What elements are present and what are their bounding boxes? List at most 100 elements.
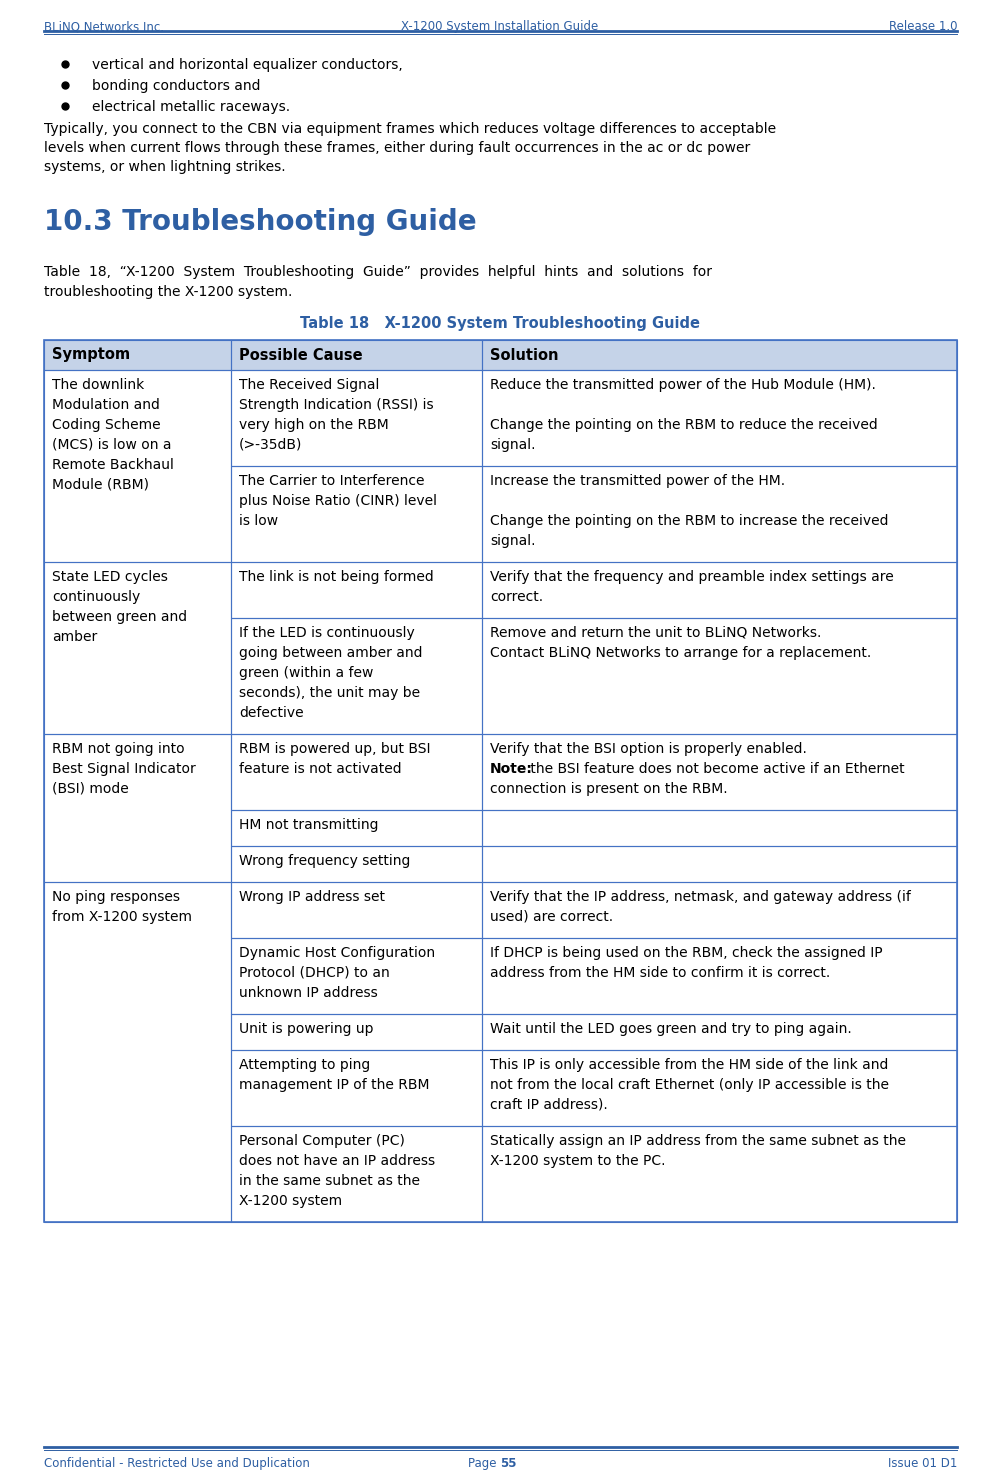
Text: feature is not activated: feature is not activated [239, 762, 402, 776]
Bar [482, 939, 957, 1014]
Text: Change the pointing on the RBM to increase the received: Change the pointing on the RBM to increa… [490, 515, 888, 528]
Text: Coding Scheme: Coding Scheme [52, 418, 161, 432]
Text: If the LED is continuously: If the LED is continuously [239, 626, 415, 641]
Bar [231, 562, 482, 618]
Bar [231, 1014, 482, 1050]
Bar [231, 882, 482, 939]
Bar [482, 466, 957, 562]
Bar [231, 845, 482, 882]
Text: X-1200 System Installation Guide: X-1200 System Installation Guide [402, 19, 598, 33]
Bar [482, 939, 957, 1014]
Bar [482, 1014, 957, 1050]
Text: Dynamic Host Configuration: Dynamic Host Configuration [239, 946, 435, 960]
Bar [44, 562, 231, 734]
Bar [231, 466, 482, 562]
Text: Verify that the BSI option is properly enabled.: Verify that the BSI option is properly e… [490, 742, 807, 756]
Bar [44, 369, 231, 562]
Text: management IP of the RBM: management IP of the RBM [239, 1078, 430, 1091]
Text: Release 1.0: Release 1.0 [888, 19, 957, 33]
Bar [482, 1126, 957, 1222]
Text: The downlink: The downlink [52, 378, 145, 392]
Bar [482, 734, 957, 810]
Text: Module (RBM): Module (RBM) [52, 478, 149, 492]
Bar [44, 882, 231, 1222]
Text: from X-1200 system: from X-1200 system [52, 911, 192, 924]
Text: vertical and horizontal equalizer conductors,: vertical and horizontal equalizer conduc… [92, 58, 403, 73]
Text: Statically assign an IP address from the same subnet as the: Statically assign an IP address from the… [490, 1134, 906, 1148]
Text: (BSI) mode: (BSI) mode [52, 782, 129, 796]
Text: Remote Backhaul: Remote Backhaul [52, 458, 173, 472]
Text: RBM is powered up, but BSI: RBM is powered up, but BSI [239, 742, 431, 756]
Text: Verify that the IP address, netmask, and gateway address (if: Verify that the IP address, netmask, and… [490, 890, 911, 905]
Bar [231, 939, 482, 1014]
Text: No ping responses: No ping responses [52, 890, 180, 905]
Bar [231, 618, 482, 734]
Text: Strength Indication (RSSI) is: Strength Indication (RSSI) is [239, 397, 434, 412]
Text: If DHCP is being used on the RBM, check the assigned IP: If DHCP is being used on the RBM, check … [490, 946, 882, 960]
Bar [482, 369, 957, 466]
Text: BLiNQ Networks Inc.: BLiNQ Networks Inc. [44, 19, 164, 33]
Text: the BSI feature does not become active if an Ethernet: the BSI feature does not become active i… [526, 762, 904, 776]
Bar [482, 466, 957, 562]
Bar [231, 734, 482, 810]
Bar [44, 340, 957, 1222]
Text: Issue 01 D1: Issue 01 D1 [887, 1456, 957, 1470]
Text: in the same subnet as the: in the same subnet as the [239, 1175, 420, 1188]
Bar [482, 845, 957, 882]
Text: The link is not being formed: The link is not being formed [239, 569, 434, 584]
Text: Table 18   X-1200 System Troubleshooting Guide: Table 18 X-1200 System Troubleshooting G… [300, 316, 700, 331]
Bar [231, 340, 482, 369]
Bar [231, 618, 482, 734]
Bar [482, 618, 957, 734]
Text: Wait until the LED goes green and try to ping again.: Wait until the LED goes green and try to… [490, 1022, 851, 1037]
Bar [482, 340, 957, 369]
Bar [231, 1050, 482, 1126]
Text: The Carrier to Interference: The Carrier to Interference [239, 475, 425, 488]
Bar [44, 734, 231, 882]
Text: does not have an IP address: does not have an IP address [239, 1154, 435, 1169]
Text: 55: 55 [500, 1456, 516, 1470]
Text: Verify that the frequency and preamble index settings are: Verify that the frequency and preamble i… [490, 569, 893, 584]
Text: signal.: signal. [490, 534, 535, 549]
Bar [231, 882, 482, 939]
Text: defective: defective [239, 706, 304, 721]
Text: continuously: continuously [52, 590, 141, 604]
Bar [482, 1050, 957, 1126]
Text: 10.3 Troubleshooting Guide: 10.3 Troubleshooting Guide [44, 208, 477, 236]
Text: The Received Signal: The Received Signal [239, 378, 380, 392]
Text: Best Signal Indicator: Best Signal Indicator [52, 762, 195, 776]
Bar [231, 734, 482, 810]
Bar [44, 340, 957, 369]
Text: seconds), the unit may be: seconds), the unit may be [239, 687, 420, 700]
Text: Reduce the transmitted power of the Hub Module (HM).: Reduce the transmitted power of the Hub … [490, 378, 876, 392]
Text: address from the HM side to confirm it is correct.: address from the HM side to confirm it i… [490, 965, 831, 980]
Text: Protocol (DHCP) to an: Protocol (DHCP) to an [239, 965, 390, 980]
Bar [482, 1050, 957, 1126]
Bar [44, 369, 231, 562]
Bar [44, 340, 231, 369]
Bar [482, 1126, 957, 1222]
Bar [482, 810, 957, 845]
Text: systems, or when lightning strikes.: systems, or when lightning strikes. [44, 160, 285, 174]
Bar [482, 734, 957, 810]
Text: HM not transmitting: HM not transmitting [239, 819, 379, 832]
Bar [231, 466, 482, 562]
Text: Note:: Note: [490, 762, 532, 776]
Text: Remove and return the unit to BLiNQ Networks.: Remove and return the unit to BLiNQ Netw… [490, 626, 822, 641]
Bar [231, 1014, 482, 1050]
Text: Confidential - Restricted Use and Duplication: Confidential - Restricted Use and Duplic… [44, 1456, 310, 1470]
Text: Page: Page [468, 1456, 500, 1470]
Text: Contact BLiNQ Networks to arrange for a replacement.: Contact BLiNQ Networks to arrange for a … [490, 647, 871, 660]
Text: signal.: signal. [490, 437, 535, 452]
Bar [231, 845, 482, 882]
Bar [482, 562, 957, 618]
Text: going between amber and: going between amber and [239, 647, 423, 660]
Text: Modulation and: Modulation and [52, 397, 160, 412]
Text: Symptom: Symptom [52, 347, 131, 362]
Text: connection is present on the RBM.: connection is present on the RBM. [490, 782, 728, 796]
Bar [44, 562, 231, 734]
Text: plus Noise Ratio (CINR) level: plus Noise Ratio (CINR) level [239, 494, 437, 509]
Bar [231, 810, 482, 845]
Text: (>-35dB): (>-35dB) [239, 437, 302, 452]
Bar [231, 369, 482, 466]
